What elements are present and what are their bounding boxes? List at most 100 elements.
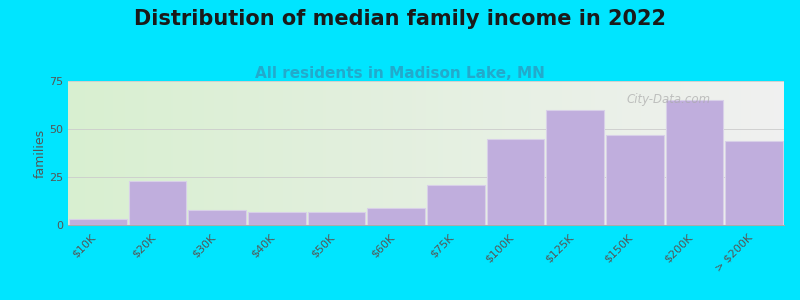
Bar — [410, 81, 412, 225]
Bar — [607, 81, 610, 225]
Bar — [287, 81, 290, 225]
Bar — [512, 81, 514, 225]
Bar — [271, 81, 274, 225]
Bar — [151, 81, 154, 225]
Bar — [490, 81, 493, 225]
Bar — [202, 81, 204, 225]
Bar — [254, 81, 257, 225]
Bar — [161, 81, 163, 225]
Bar — [129, 181, 186, 225]
Bar — [590, 81, 593, 225]
Bar — [166, 81, 168, 225]
Bar — [454, 81, 457, 225]
Bar — [109, 81, 111, 225]
Bar — [522, 81, 524, 225]
Bar — [369, 81, 371, 225]
Bar — [569, 81, 571, 225]
Bar — [398, 81, 400, 225]
Bar — [684, 81, 686, 225]
Bar — [631, 81, 634, 225]
Bar — [190, 81, 192, 225]
Bar — [708, 81, 710, 225]
Bar — [643, 81, 646, 225]
Bar — [424, 81, 426, 225]
Bar — [69, 219, 126, 225]
Bar — [682, 81, 684, 225]
Bar — [106, 81, 109, 225]
Bar — [149, 81, 151, 225]
Bar — [354, 81, 357, 225]
Bar — [746, 81, 748, 225]
Bar — [170, 81, 173, 225]
Bar — [583, 81, 586, 225]
Bar — [710, 81, 713, 225]
Bar — [128, 81, 130, 225]
Bar — [531, 81, 534, 225]
Bar — [323, 81, 326, 225]
Bar — [617, 81, 619, 225]
Bar — [330, 81, 333, 225]
Bar — [598, 81, 600, 225]
Bar — [218, 81, 221, 225]
Bar — [498, 81, 500, 225]
Bar — [333, 81, 335, 225]
Bar — [677, 81, 679, 225]
Bar — [612, 81, 614, 225]
Bar — [679, 81, 682, 225]
Bar — [226, 81, 228, 225]
Bar — [154, 81, 156, 225]
Bar — [524, 81, 526, 225]
Bar — [636, 81, 638, 225]
Bar — [311, 81, 314, 225]
Bar — [714, 81, 717, 225]
Bar — [462, 81, 464, 225]
Bar — [543, 81, 546, 225]
Bar — [206, 81, 209, 225]
Bar — [306, 81, 309, 225]
Bar — [736, 81, 738, 225]
Bar — [471, 81, 474, 225]
Bar — [338, 81, 340, 225]
Bar — [292, 81, 294, 225]
Bar — [173, 81, 175, 225]
Bar — [211, 81, 214, 225]
Bar — [422, 81, 424, 225]
Bar — [326, 81, 328, 225]
Bar — [111, 81, 114, 225]
Bar — [464, 81, 466, 225]
Bar — [555, 81, 558, 225]
Bar — [87, 81, 90, 225]
Bar — [729, 81, 731, 225]
Bar — [414, 81, 417, 225]
Bar — [507, 81, 510, 225]
Bar — [576, 81, 578, 225]
Bar — [519, 81, 522, 225]
Bar — [417, 81, 419, 225]
Bar — [245, 81, 247, 225]
Bar — [748, 81, 750, 225]
Bar — [565, 81, 567, 225]
Bar — [548, 81, 550, 225]
Bar — [474, 81, 476, 225]
Bar — [734, 81, 736, 225]
Bar — [466, 81, 469, 225]
Bar — [238, 81, 240, 225]
Bar — [571, 81, 574, 225]
Bar — [240, 81, 242, 225]
Bar — [602, 81, 605, 225]
Bar — [701, 81, 703, 225]
Bar — [388, 81, 390, 225]
Bar — [197, 81, 199, 225]
Bar — [138, 81, 139, 225]
Bar — [662, 81, 665, 225]
Bar — [758, 81, 760, 225]
Bar — [760, 81, 762, 225]
Bar — [242, 81, 245, 225]
Bar — [622, 81, 624, 225]
Bar — [600, 81, 602, 225]
Bar — [139, 81, 142, 225]
Bar — [674, 81, 677, 225]
Bar — [772, 81, 774, 225]
Bar — [641, 81, 643, 225]
Bar — [665, 81, 667, 225]
